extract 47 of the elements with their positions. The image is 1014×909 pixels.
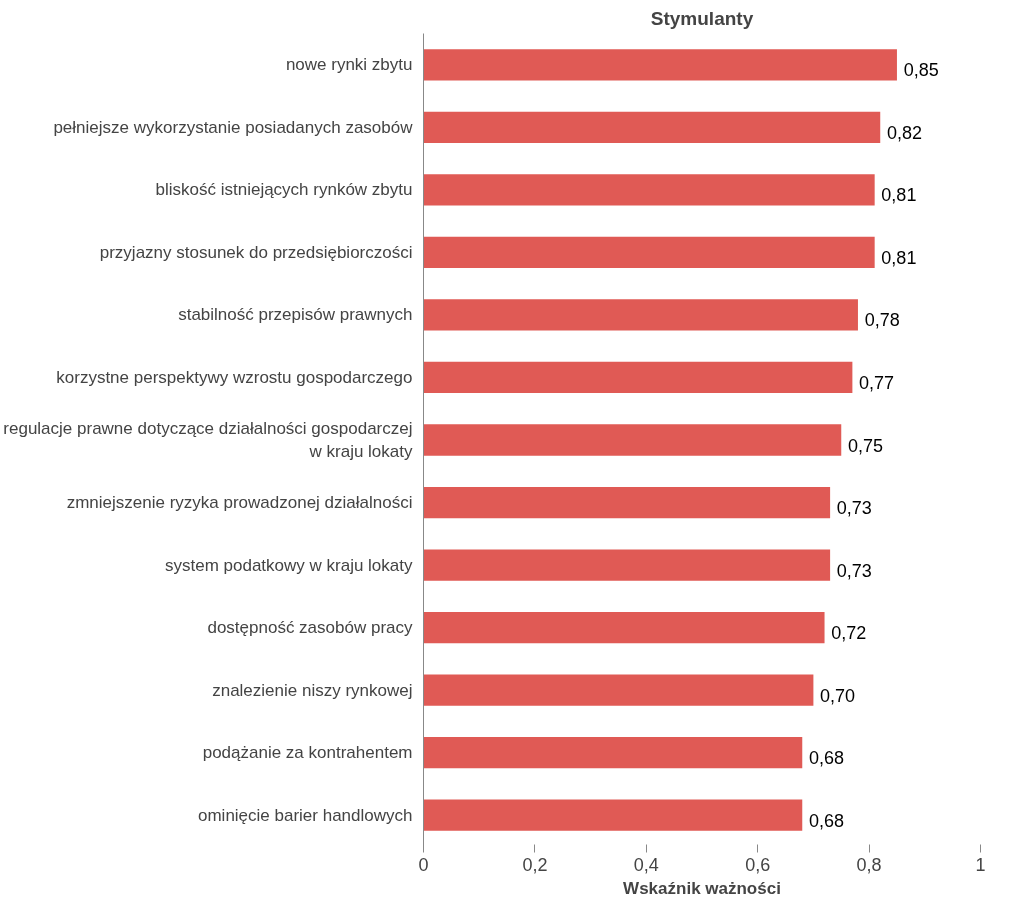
data-label: 0,82 (886, 122, 922, 143)
y-tick-label: podążanie za kontrahentem (202, 743, 413, 763)
bar (423, 674, 814, 706)
x-tick-label: 0,8 (856, 854, 882, 875)
y-tick-label: bliskość istniejących rynków zbytu (155, 180, 413, 200)
data-label: 0,78 (864, 310, 900, 331)
bar (423, 611, 825, 644)
data-label: 0,70 (820, 685, 856, 706)
data-label: 0,81 (881, 247, 917, 268)
data-label: 0,75 (847, 435, 883, 456)
bar (423, 549, 831, 581)
data-label: 0,85 (903, 60, 939, 81)
bar (423, 361, 853, 394)
y-tick-label: regulacje prawne dotyczące działalności gospodarczej w kraju lokaty (3, 419, 413, 461)
x-tick-label: 0,4 (633, 854, 659, 875)
data-label: 0,73 (836, 498, 872, 519)
x-tick-label: 0,6 (745, 854, 771, 875)
bar (423, 424, 842, 456)
x-tick-label: 0 (418, 854, 429, 875)
chart-title: Stymulanty (650, 7, 754, 29)
data-label: 0,72 (831, 623, 867, 644)
data-label: 0,77 (859, 372, 895, 393)
bar (423, 799, 803, 831)
y-tick-label: przyjazny stosunek do przedsiębiorczości (99, 242, 413, 262)
data-label: 0,73 (836, 560, 872, 581)
x-tick-label: 0,2 (522, 854, 548, 875)
y-tick-label: pełniejsze wykorzystanie posiadanych zasobów (53, 117, 414, 137)
x-axis-title: Wskaźnik ważności (623, 878, 781, 898)
bar (423, 111, 881, 143)
y-tick-label: znalezienie niszy rynkowej (212, 680, 413, 700)
bar (423, 737, 803, 769)
y-tick-label: stabilność przepisów prawnych (178, 305, 413, 325)
y-tick-label: system podatkowy w kraju lokaty (164, 555, 413, 575)
bar (423, 174, 875, 206)
bar (423, 236, 875, 269)
y-tick-label: dostępność zasobów pracy (207, 618, 413, 638)
bar (423, 299, 858, 331)
x-tick-label: 1 (975, 854, 986, 875)
y-tick-label: nowe rynki zbytu (285, 55, 413, 75)
y-tick-label: korzystne perspektywy wzrostu gospodarczego (56, 367, 413, 387)
data-label: 0,81 (881, 185, 917, 206)
y-tick-label: ominięcie barier handlowych (198, 805, 413, 825)
bar (423, 486, 831, 519)
bar (423, 49, 897, 81)
data-label: 0,68 (808, 748, 844, 769)
data-label: 0,68 (808, 810, 844, 831)
y-tick-label: zmniejszenie ryzyka prowadzonej działalności (66, 493, 413, 513)
